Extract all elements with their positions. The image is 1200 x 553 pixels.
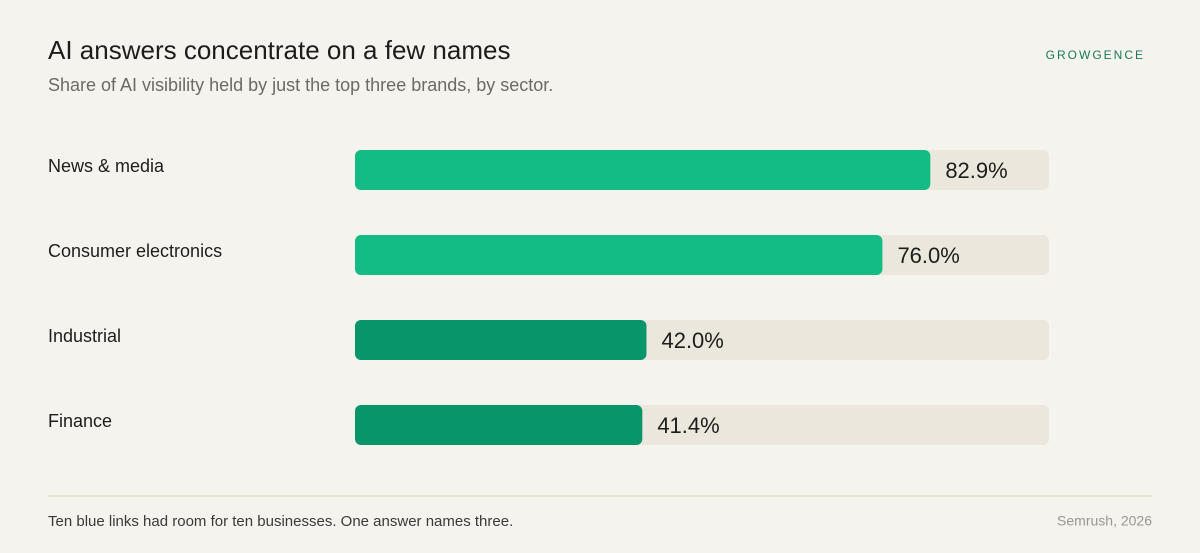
chart-subtitle: Share of AI visibility held by just the … [48, 75, 553, 95]
value-label: 82.9% [945, 158, 1007, 183]
brand: GROWGENCE [1046, 48, 1145, 62]
value-label: 76.0% [897, 243, 959, 268]
category-label: Industrial [48, 326, 121, 346]
bar [355, 405, 643, 445]
chart-title: AI answers concentrate on a few names [48, 35, 510, 65]
category-label: Consumer electronics [48, 241, 222, 261]
bar [355, 150, 931, 190]
category-label: News & media [48, 156, 165, 176]
bar [355, 320, 647, 360]
bar [355, 235, 883, 275]
footnote: Ten blue links had room for ten business… [48, 513, 513, 530]
value-label: 42.0% [661, 328, 723, 353]
category-label: Finance [48, 411, 112, 431]
source: Semrush, 2026 [1057, 513, 1152, 529]
value-label: 41.4% [657, 413, 719, 438]
